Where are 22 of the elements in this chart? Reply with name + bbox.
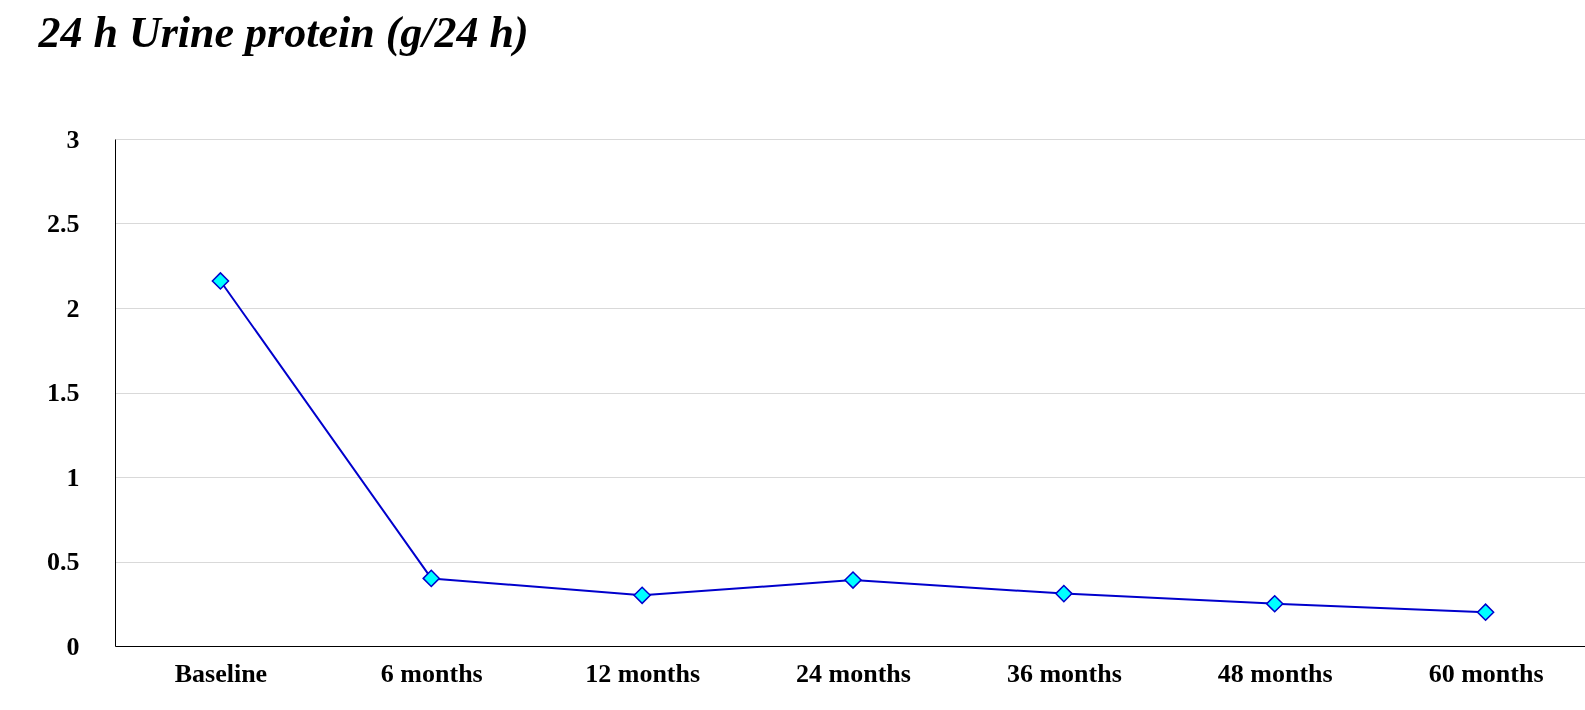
y-tick-label: 3 [66,124,80,154]
point [1476,603,1495,622]
point [844,571,862,589]
y-tick-label: 2 [66,293,80,323]
x-tick-label: 24 months [796,658,911,688]
x-tick-label: 6 months [380,658,483,688]
y-tick-label: 2.5 [47,209,80,238]
x-tick-label: 60 months [1428,658,1544,688]
x-tick-label: 48 months [1217,658,1333,688]
point [633,586,651,605]
x-tick-label: Baseline [174,658,268,688]
point [422,569,441,588]
point [1265,594,1284,613]
x-tick-label: 12 months [585,658,701,688]
y-tick-label: 0.5 [47,547,80,576]
y-tick-label: 0 [66,631,80,661]
y-tick-label: 1 [66,462,80,492]
point [211,272,230,290]
x-tick-label: 36 months [1006,658,1122,688]
chart-title: 24 h Urine protein (g/24 h) [37,8,529,57]
y-tick-label: 1.5 [47,378,80,407]
point [1055,584,1073,603]
